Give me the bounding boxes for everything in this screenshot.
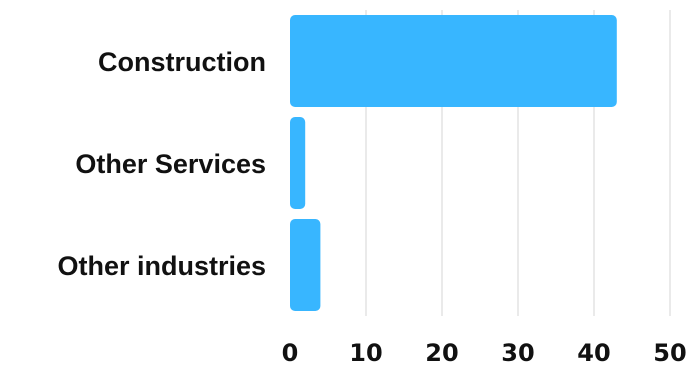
x-tick-label: 30 bbox=[501, 339, 534, 367]
category-labels: Construction Other Services Other industri… bbox=[57, 47, 266, 281]
x-tick-label: 10 bbox=[349, 339, 382, 367]
x-tick-label: 0 bbox=[282, 339, 299, 367]
category-label: Other industries bbox=[57, 251, 266, 281]
x-tick-label: 40 bbox=[577, 339, 610, 367]
bars bbox=[290, 15, 617, 311]
x-tick-label: 50 bbox=[653, 339, 686, 367]
category-label: Construction bbox=[98, 47, 266, 77]
category-label: Other Services bbox=[75, 149, 266, 179]
bar bbox=[290, 117, 306, 209]
bar bbox=[290, 219, 321, 311]
bar bbox=[290, 15, 617, 107]
x-tick-label: 20 bbox=[425, 339, 458, 367]
x-axis-tick-labels: 0 10 20 30 40 50 bbox=[282, 339, 687, 367]
